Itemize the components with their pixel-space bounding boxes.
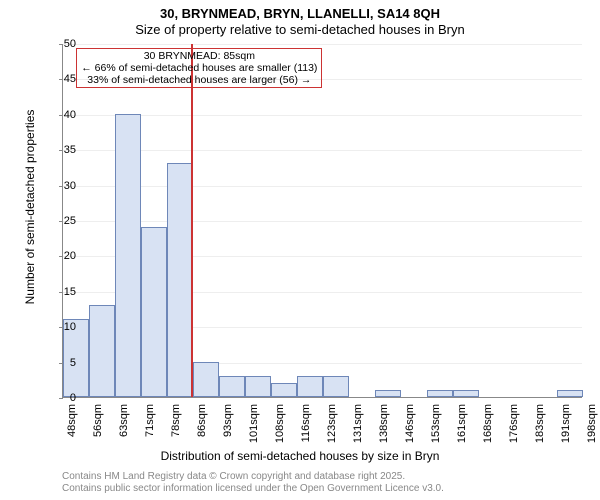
- histogram-bar: [245, 376, 271, 397]
- chart-title-line1: 30, BRYNMEAD, BRYN, LLANELLI, SA14 8QH: [0, 6, 600, 21]
- x-tick-label: 176sqm: [508, 404, 520, 443]
- x-tick-label: 168sqm: [482, 404, 494, 443]
- chart-title-line2: Size of property relative to semi-detach…: [0, 22, 600, 37]
- x-axis-label: Distribution of semi-detached houses by …: [0, 449, 600, 463]
- histogram-bar: [219, 376, 245, 397]
- histogram-bar: [193, 362, 219, 397]
- x-tick-label: 93sqm: [222, 404, 234, 437]
- histogram-bar: [167, 163, 193, 397]
- x-tick-label: 86sqm: [196, 404, 208, 437]
- x-tick-label: 63sqm: [118, 404, 130, 437]
- x-tick-label: 183sqm: [534, 404, 546, 443]
- y-tick-label: 35: [46, 144, 76, 156]
- x-tick-label: 191sqm: [560, 404, 572, 443]
- plot-area: 30 BRYNMEAD: 85sqm← 66% of semi-detached…: [62, 44, 582, 398]
- x-tick-label: 198sqm: [586, 404, 598, 443]
- attribution-text: Contains HM Land Registry data © Crown c…: [62, 471, 444, 495]
- histogram-bar: [375, 390, 401, 397]
- chart-container: 30, BRYNMEAD, BRYN, LLANELLI, SA14 8QH S…: [0, 0, 600, 500]
- x-tick-label: 146sqm: [404, 404, 416, 443]
- y-tick-label: 30: [46, 180, 76, 192]
- x-tick-label: 116sqm: [300, 404, 312, 442]
- x-tick-label: 131sqm: [352, 404, 364, 443]
- histogram-bar: [557, 390, 583, 397]
- y-tick-label: 10: [46, 321, 76, 333]
- histogram-bar: [141, 227, 167, 397]
- annotation-box: 30 BRYNMEAD: 85sqm← 66% of semi-detached…: [76, 48, 322, 88]
- histogram-bar: [453, 390, 479, 397]
- histogram-bar: [297, 376, 323, 397]
- x-tick-label: 108sqm: [274, 404, 286, 443]
- y-tick-label: 25: [46, 215, 76, 227]
- marker-line: [191, 44, 193, 397]
- annotation-line1: ← 66% of semi-detached houses are smalle…: [81, 62, 317, 74]
- histogram-bar: [271, 383, 297, 397]
- annotation-line2: 33% of semi-detached houses are larger (…: [81, 74, 317, 86]
- y-tick-label: 0: [46, 392, 76, 404]
- x-tick-label: 161sqm: [456, 404, 468, 443]
- y-tick-label: 15: [46, 286, 76, 298]
- annotation-title: 30 BRYNMEAD: 85sqm: [81, 50, 317, 62]
- gridline: [63, 44, 582, 45]
- x-tick-label: 138sqm: [378, 404, 390, 443]
- x-tick-label: 56sqm: [92, 404, 104, 437]
- y-tick-label: 5: [46, 357, 76, 369]
- attribution-line1: Contains HM Land Registry data © Crown c…: [62, 471, 444, 483]
- x-tick-label: 48sqm: [66, 404, 78, 437]
- attribution-line2: Contains public sector information licen…: [62, 483, 444, 495]
- y-tick-label: 50: [46, 38, 76, 50]
- y-axis-label: Number of semi-detached properties: [23, 82, 37, 332]
- x-tick-label: 71sqm: [144, 404, 156, 437]
- x-tick-label: 153sqm: [430, 404, 442, 443]
- histogram-bar: [115, 114, 141, 397]
- x-tick-label: 78sqm: [170, 404, 182, 437]
- x-tick-label: 123sqm: [326, 404, 338, 443]
- y-tick-label: 40: [46, 109, 76, 121]
- x-tick-label: 101sqm: [248, 404, 260, 443]
- y-tick-label: 20: [46, 250, 76, 262]
- histogram-bar: [427, 390, 453, 397]
- histogram-bar: [323, 376, 349, 397]
- y-tick-label: 45: [46, 73, 76, 85]
- histogram-bar: [89, 305, 115, 397]
